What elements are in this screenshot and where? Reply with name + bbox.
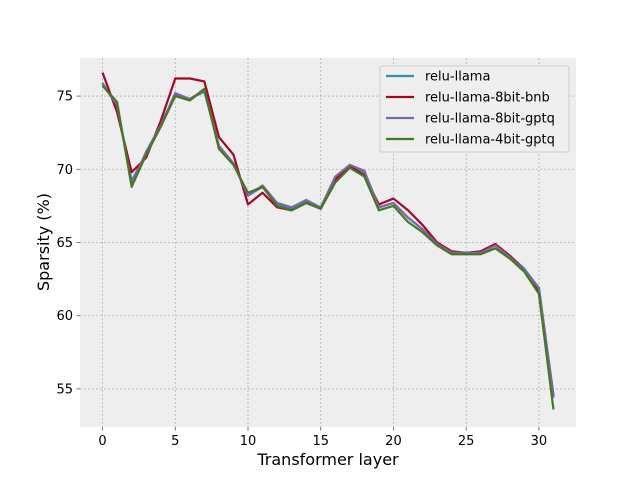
y-axis-label: Sparsity (%) [34, 193, 53, 291]
x-tick-label: 5 [171, 434, 179, 449]
x-tick-label: 10 [240, 434, 257, 449]
x-tick-label: 0 [98, 434, 106, 449]
x-axis-label: Transformer layer [256, 450, 399, 469]
x-tick-label: 20 [385, 434, 402, 449]
y-axis-ticks: 55 60 65 70 75 [56, 90, 80, 397]
y-tick-label: 70 [56, 163, 73, 178]
legend: relu-llama relu-llama-8bit-bnb relu-llama-… [379, 65, 570, 153]
x-axis-ticks: 0 5 10 15 20 25 30 [98, 427, 547, 449]
x-tick-label: 15 [312, 434, 329, 449]
series-lines [101, 72, 555, 410]
legend-box [379, 65, 570, 153]
y-tick-label: 60 [56, 309, 73, 324]
x-tick-label: 25 [458, 434, 475, 449]
legend-label: relu-llama [425, 70, 490, 85]
y-tick-label: 65 [56, 236, 73, 251]
y-tick-label: 55 [56, 382, 73, 397]
legend-label: relu-llama-8bit-gptq [425, 112, 555, 127]
legend-label: relu-llama-8bit-bnb [425, 91, 550, 106]
y-tick-label: 75 [56, 90, 73, 105]
series-line-relu-llama-4bit-gptq [101, 85, 555, 410]
x-tick-label: 30 [531, 434, 548, 449]
series-line-relu-llama-8bit-gptq [101, 83, 555, 398]
legend-label: relu-llama-4bit-gptq [425, 133, 555, 148]
